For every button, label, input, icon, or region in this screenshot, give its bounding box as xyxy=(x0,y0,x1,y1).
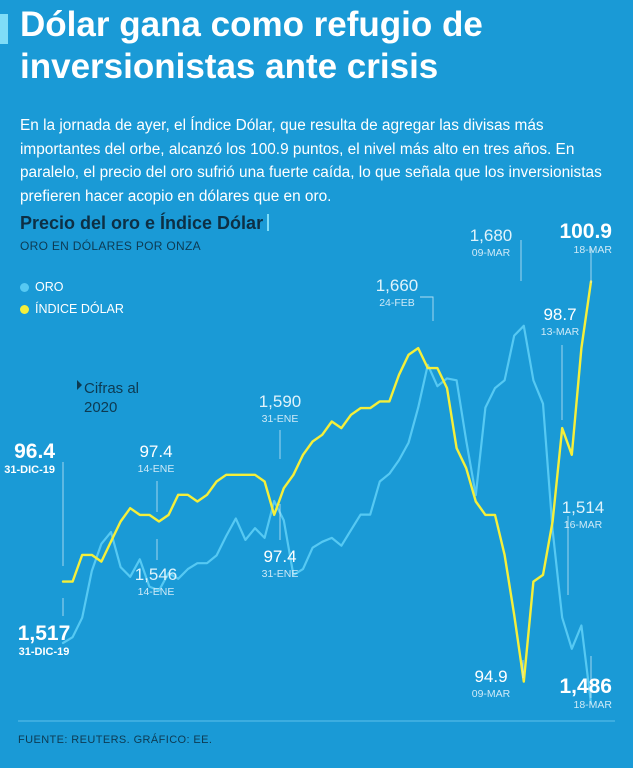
annotation-value: 1,514 xyxy=(562,498,605,517)
annotation-value: 1,590 xyxy=(259,392,302,411)
source-footnote: FUENTE: REUTERS. GRÁFICO: EE. xyxy=(18,734,213,746)
annotation-value: 100.9 xyxy=(559,220,612,243)
series-line-dolar xyxy=(61,280,593,683)
annotation-value: 97.4 xyxy=(263,547,296,566)
series-group xyxy=(61,280,593,705)
annotation-date: 18-MAR xyxy=(573,699,612,711)
annotation-value: 96.4 xyxy=(14,440,55,463)
chart-subtitle: ORO EN DÓLARES POR ONZA xyxy=(20,239,201,253)
annotation-date: 16-MAR xyxy=(564,519,603,531)
annotation-date: 09-MAR xyxy=(472,688,511,700)
headline: Dólar gana como refugio de inversionista… xyxy=(20,5,483,86)
title-bar-decoration xyxy=(267,214,270,231)
annotation-date: 18-MAR xyxy=(573,244,612,256)
annotation-value: 1,660 xyxy=(376,276,419,295)
legend-item-dolar: ÍNDICE DÓLAR xyxy=(20,298,124,320)
annotation-date: 31-ENE xyxy=(262,568,299,580)
intro-paragraph: En la jornada de ayer, el Índice Dólar, … xyxy=(20,117,602,205)
annotation-value: 94.9 xyxy=(474,667,507,686)
annotation-group: 96.431-DIC-191,51731-DIC-1997.414-ENE1,5… xyxy=(4,220,612,711)
legend: ORO ÍNDICE DÓLAR xyxy=(20,276,124,320)
cifras-note-line1: Cifras al xyxy=(84,380,139,397)
annotation-date: 31-DIC-19 xyxy=(4,464,55,476)
annotation-date: 14-ENE xyxy=(138,586,175,598)
annotation-value: 97.4 xyxy=(139,442,172,461)
annotation-value: 1,546 xyxy=(135,565,178,584)
annotation-date: 24-FEB xyxy=(379,297,415,309)
chart-title: Precio del oro e Índice Dólar xyxy=(20,213,270,234)
cifras-note: Cifras al 2020 xyxy=(77,380,139,416)
legend-dot-oro-icon xyxy=(20,282,29,292)
series-line-oro xyxy=(61,324,593,705)
annotation-value: 1,486 xyxy=(559,675,612,698)
annotation-value: 1,680 xyxy=(470,226,513,245)
legend-item-oro: ORO xyxy=(20,276,124,298)
headline-accent-bar xyxy=(0,14,8,44)
annotation-value: 98.7 xyxy=(543,305,576,324)
annotation-connector xyxy=(420,296,434,321)
cifras-note-line2: 2020 xyxy=(84,399,117,416)
annotation-date: 09-MAR xyxy=(472,247,511,259)
legend-label-dolar: ÍNDICE DÓLAR xyxy=(35,302,124,316)
legend-dot-dolar-icon xyxy=(20,304,29,314)
annotation-date: 14-ENE xyxy=(138,463,175,475)
annotation-value: 1,517 xyxy=(18,622,71,645)
legend-label-oro: ORO xyxy=(35,280,64,294)
annotation-date: 31-DIC-19 xyxy=(19,646,70,658)
chart-title-text: Precio del oro e Índice Dólar xyxy=(20,213,264,233)
cifras-arrow-icon xyxy=(77,380,82,390)
annotation-date: 13-MAR xyxy=(541,326,580,338)
annotation-date: 31-ENE xyxy=(262,413,299,425)
